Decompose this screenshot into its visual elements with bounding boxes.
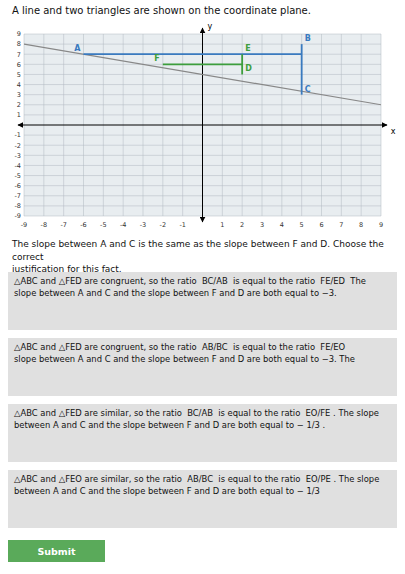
y-tick-label: -4: [15, 162, 21, 170]
grid-line: [24, 64, 381, 65]
point-label: A: [74, 44, 81, 53]
x-tick-label: -6: [80, 221, 86, 229]
answer-choice[interactable]: △ABC and △FEO are similar, so the ratio …: [8, 470, 397, 528]
series-group: [24, 44, 381, 105]
y-tick-label: -6: [15, 182, 21, 190]
x-tick-label: 1: [220, 221, 224, 229]
answer-choice[interactable]: △ABC and △FED are similar, so the ratio …: [8, 404, 397, 462]
point-label: C: [305, 85, 311, 94]
coordinate-plane: x y -9 -8 -7 -6 -5 -4 -3 -2 -1 1 2 3 4 5 6 7 8 9 -9 -8 -7 -6 -5 -…: [0, 20, 405, 235]
y-tick-label: -2: [15, 142, 21, 150]
segment: [84, 53, 302, 55]
segment: [301, 44, 303, 95]
y-tick-label: -1: [15, 131, 21, 139]
y-tick-label: -9: [15, 212, 21, 220]
grid-line: [24, 54, 381, 55]
y-tick-label: 3: [17, 91, 21, 99]
y-tick-label: 2: [17, 101, 21, 109]
x-tick-label: -5: [100, 221, 106, 229]
y-tick-label: 7: [17, 51, 21, 59]
y-tick-label: 4: [17, 81, 21, 89]
point-label: E: [245, 44, 250, 53]
title: A line and two triangles are shown on th…: [12, 5, 311, 16]
y-axis-label: y: [208, 22, 213, 31]
question: The slope between A and C is the same as…: [12, 238, 397, 276]
x-tick-label: -7: [60, 221, 66, 229]
x-tick-label: -1: [179, 221, 185, 229]
submit-button[interactable]: Submit: [8, 540, 105, 562]
segment: [163, 63, 242, 65]
x-tick-label: -9: [21, 221, 27, 229]
point-label: F: [154, 54, 159, 63]
x-tick-label: -2: [160, 221, 166, 229]
y-tick-label: -5: [15, 172, 21, 180]
x-tick-label: 8: [359, 221, 363, 229]
y-tick-label: 8: [17, 40, 21, 48]
y-tick-label: 9: [17, 30, 21, 38]
y-tick-label: 5: [17, 71, 21, 79]
x-tick-label: 5: [300, 221, 304, 229]
segment: [241, 54, 243, 74]
y-tick-label: -7: [15, 192, 21, 200]
x-axis-label: x: [391, 127, 396, 136]
y-axis: [202, 28, 203, 222]
point-label: B: [305, 34, 311, 43]
answer-choice[interactable]: △ABC and △FED are congruent, so the rati…: [8, 338, 397, 396]
answer-choice[interactable]: △ABC and △FED are congruent, so the rati…: [8, 272, 397, 330]
x-tick-label: 7: [339, 221, 343, 229]
x-tick-label: 9: [379, 221, 383, 229]
x-tick-label: -4: [120, 221, 126, 229]
x-tick-label: -3: [140, 221, 146, 229]
y-tick-label: 6: [17, 61, 21, 69]
line: [24, 44, 381, 105]
y-tick-label: -3: [15, 152, 21, 160]
x-tick-label: 3: [260, 221, 264, 229]
x-tick-label: 4: [280, 221, 284, 229]
y-tick-label: 1: [17, 111, 21, 119]
x-tick-label: -8: [41, 221, 47, 229]
x-tick-label: 6: [319, 221, 323, 229]
y-tick-label: -8: [15, 202, 21, 210]
x-tick-label: 2: [240, 221, 244, 229]
point-label: D: [245, 64, 252, 73]
